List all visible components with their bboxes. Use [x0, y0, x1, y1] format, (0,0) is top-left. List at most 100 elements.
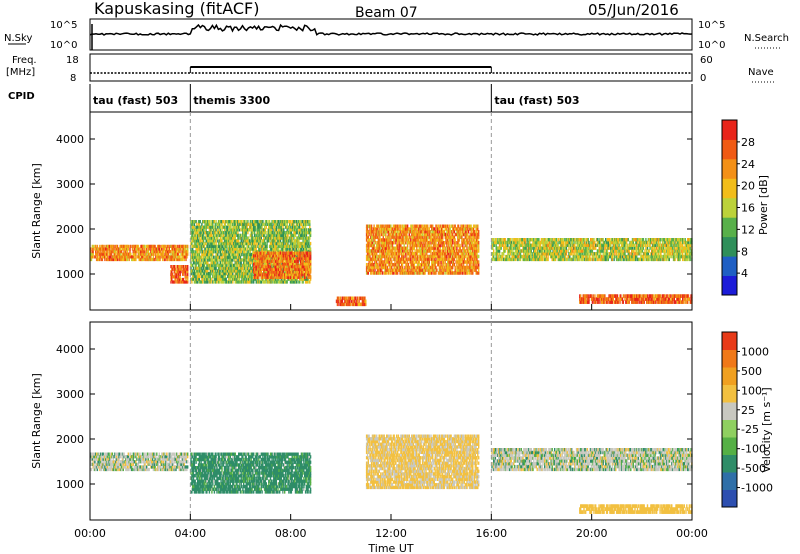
- heatmap-cell: [258, 259, 260, 263]
- heatmap-cell: [261, 265, 263, 269]
- heatmap-cell: [205, 222, 207, 226]
- heatmap-cell: [239, 263, 242, 268]
- heatmap-cell: [149, 255, 151, 259]
- heatmap-cell: [197, 274, 199, 279]
- heatmap-cell: [287, 259, 289, 263]
- heatmap-cell: [258, 225, 260, 229]
- heatmap-cell: [233, 247, 236, 251]
- heatmap-cell: [239, 266, 242, 270]
- heatmap-cell: [304, 277, 307, 281]
- heatmap-cell: [348, 302, 350, 307]
- heatmap-cell: [237, 228, 239, 232]
- heatmap-cell: [248, 258, 251, 262]
- heatmap-cell: [192, 231, 195, 235]
- heatmap-cell: [234, 231, 236, 235]
- heatmap-cell: [251, 277, 253, 281]
- heatmap-cell: [236, 266, 238, 270]
- heatmap-cell: [242, 222, 244, 226]
- heatmap-cell: [280, 244, 282, 248]
- heatmap-cell: [241, 266, 243, 270]
- heatmap-cell: [237, 241, 239, 246]
- heatmap-cell: [223, 274, 226, 279]
- heatmap-cell: [297, 262, 299, 266]
- heatmap-cell: [284, 236, 286, 240]
- heatmap-cell: [192, 244, 195, 248]
- heatmap-cell: [251, 274, 253, 279]
- heatmap-cell: [309, 256, 311, 261]
- heatmap-cell: [276, 220, 278, 224]
- heatmap-cell: [231, 250, 233, 254]
- heatmap-cell: [195, 247, 197, 251]
- heatmap-cell: [262, 247, 264, 251]
- heatmap-cell: [90, 257, 93, 262]
- heatmap-cell: [249, 247, 252, 251]
- heatmap-cell: [229, 263, 231, 268]
- heatmap-cell: [282, 233, 284, 237]
- heatmap-cell: [197, 231, 199, 235]
- heatmap-cell: [350, 302, 352, 307]
- heatmap-cell: [356, 296, 359, 301]
- heatmap-cell: [237, 236, 239, 240]
- heatmap-cell: [243, 225, 245, 229]
- heatmap-cell: [196, 258, 198, 262]
- heatmap-cell: [249, 225, 252, 229]
- heatmap-cell: [101, 257, 104, 262]
- heatmap-cell: [233, 269, 235, 273]
- heatmap-cell: [202, 263, 204, 268]
- heatmap-cell: [272, 251, 274, 255]
- heatmap-cell: [197, 269, 199, 273]
- heatmap-cell: [222, 266, 224, 270]
- heatmap-cell: [206, 247, 208, 251]
- heatmap-cell: [198, 263, 201, 268]
- heatmap-cell: [290, 277, 293, 281]
- heatmap-cell: [196, 222, 198, 226]
- heatmap-cell: [304, 241, 306, 246]
- heatmap-cell: [204, 274, 206, 279]
- heatmap-cell: [153, 250, 155, 254]
- heatmap-cell: [195, 236, 197, 240]
- heatmap-cell: [268, 220, 271, 224]
- heatmap-cell: [177, 272, 180, 276]
- heatmap-cell: [202, 274, 204, 279]
- heatmap-cell: [225, 228, 227, 232]
- heatmap-cell: [98, 250, 100, 254]
- heatmap-cell: [266, 259, 268, 263]
- heatmap-cell: [224, 266, 226, 270]
- heatmap-cell: [215, 220, 217, 224]
- heatmap-cell: [196, 266, 198, 270]
- heatmap-cell: [158, 244, 160, 248]
- heatmap-cell: [191, 220, 193, 224]
- heatmap-cell: [285, 220, 287, 224]
- heatmap-cell: [90, 252, 93, 256]
- heatmap-cell: [225, 255, 227, 259]
- heatmap-cell: [230, 263, 232, 268]
- heatmap-cell: [119, 250, 121, 254]
- heatmap-cell: [116, 244, 119, 248]
- heatmap-cell: [279, 220, 282, 224]
- heatmap-cell: [224, 272, 226, 276]
- heatmap-cell: [267, 259, 269, 263]
- heatmap-cell: [133, 255, 135, 259]
- heatmap-cell: [283, 275, 285, 280]
- heatmap-cell: [190, 241, 192, 246]
- heatmap-cell: [162, 244, 165, 248]
- heatmap-cell: [208, 247, 211, 251]
- heatmap-cell: [117, 252, 119, 256]
- heatmap-cell: [209, 274, 211, 279]
- heatmap-cell: [235, 241, 237, 246]
- heatmap-cell: [223, 241, 226, 246]
- heatmap-cell: [262, 241, 264, 246]
- heatmap-cell: [241, 269, 243, 273]
- heatmap-cell: [96, 257, 99, 262]
- heatmap-cell: [233, 241, 235, 246]
- heatmap-cell: [219, 236, 221, 240]
- heatmap-cell: [112, 247, 114, 251]
- heatmap-cell: [254, 275, 257, 280]
- heatmap-cell: [170, 272, 172, 276]
- heatmap-cell: [302, 220, 304, 224]
- heatmap-cell: [284, 277, 287, 281]
- heatmap-cell: [234, 274, 236, 279]
- heatmap-cell: [207, 280, 209, 284]
- heatmap-cell: [245, 266, 247, 270]
- heatmap-cell: [265, 250, 267, 254]
